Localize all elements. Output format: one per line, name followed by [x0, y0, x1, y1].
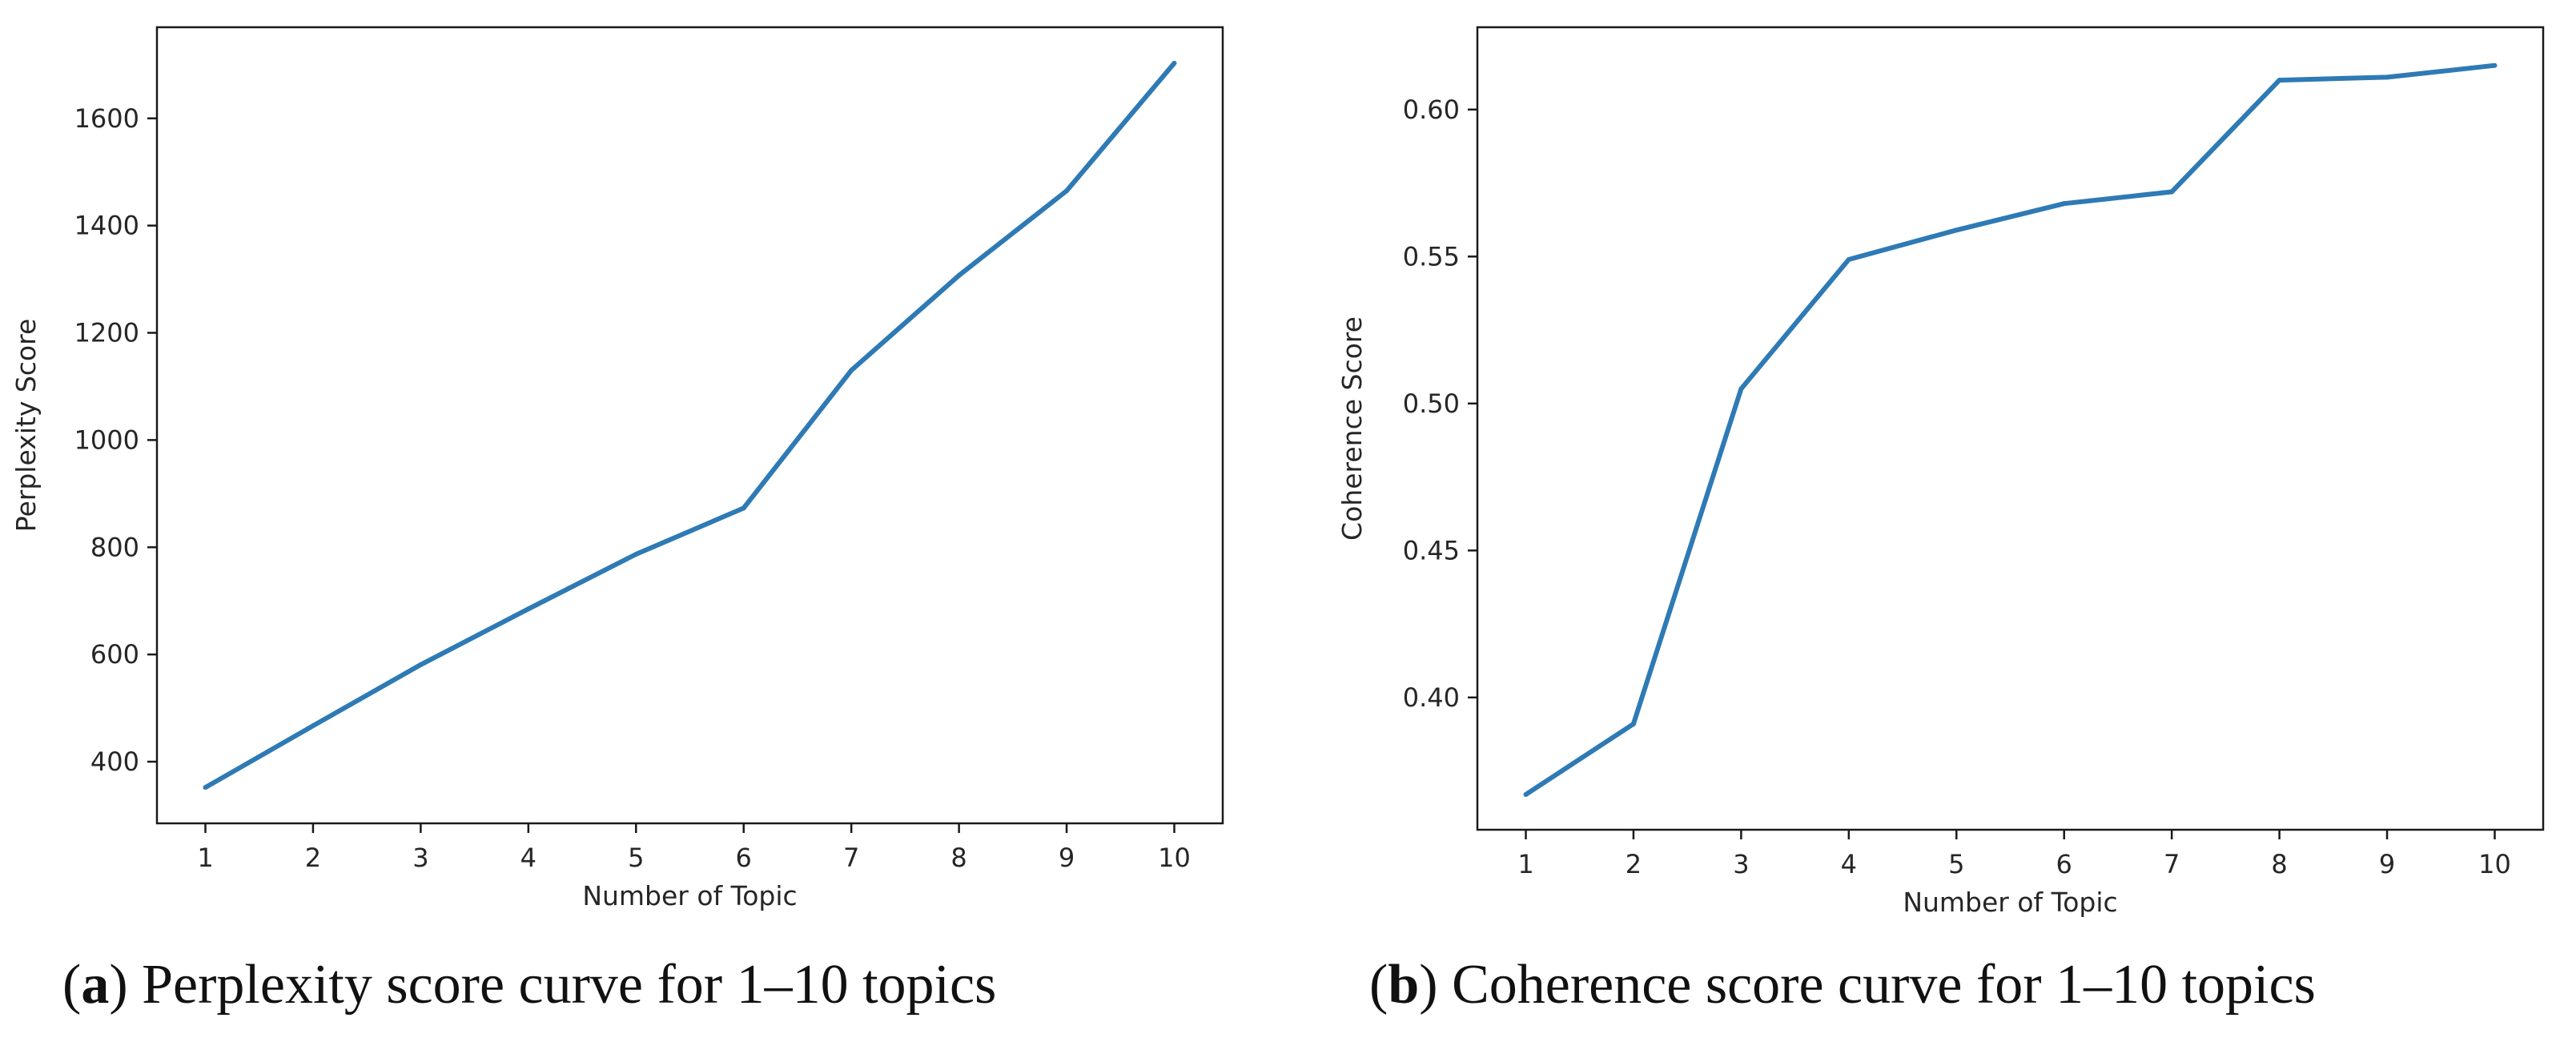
perplexity-data-point — [1171, 60, 1177, 66]
perplexity-data-point — [310, 723, 315, 729]
coherence-ytick-label: 0.55 — [1403, 241, 1460, 272]
coherence-xtick-label: 6 — [2056, 849, 2072, 879]
perplexity-ytick-label: 400 — [90, 746, 139, 777]
coherence-ylabel: Coherence Score — [1336, 316, 1368, 541]
perplexity-ylabel: Perplexity Score — [10, 319, 42, 533]
coherence-chart: 1 2 3 4 5 6 7 8 9 10 0.40 0.45 0.50 0.55 0.60 Number of… — [1336, 26, 2545, 918]
coherence-xtick-label: 1 — [1517, 849, 1533, 879]
coherence-data-point — [2061, 201, 2067, 207]
perplexity-data-point — [633, 551, 639, 557]
perplexity-xtick-label: 1 — [197, 843, 213, 873]
coherence-xtick-label: 5 — [1948, 849, 1964, 879]
coherence-data-point — [1630, 721, 1636, 726]
coherence-xtick-label: 8 — [2271, 849, 2287, 879]
perplexity-data-point — [849, 368, 854, 373]
coherence-xtick-label: 4 — [1841, 849, 1857, 879]
perplexity-data-point — [203, 785, 208, 791]
caption-b-text: Coherence score curve for 1–10 topics — [1452, 954, 2316, 1016]
perplexity-xtick-label: 4 — [520, 843, 536, 873]
caption-b: (b) Coherence score curve for 1–10 topic… — [1369, 954, 2316, 1016]
perplexity-data-point — [525, 606, 531, 612]
perplexity-data-point — [418, 662, 424, 667]
perplexity-xtick-label: 3 — [412, 843, 428, 873]
perplexity-xtick-label: 9 — [1059, 843, 1075, 873]
perplexity-xlabel: Number of Topic — [582, 880, 797, 911]
perplexity-xtick-label: 6 — [736, 843, 752, 873]
coherence-xlabel: Number of Topic — [1903, 887, 2117, 918]
perplexity-series-line — [204, 61, 1176, 790]
perplexity-ytick-label: 600 — [90, 639, 139, 670]
coherence-xtick-label: 10 — [2478, 849, 2511, 879]
coherence-data-point — [2277, 78, 2282, 83]
perplexity-xtick-label: 2 — [305, 843, 321, 873]
perplexity-axes-frame — [155, 26, 1224, 825]
coherence-xtick-label: 3 — [1733, 849, 1749, 879]
caption-b-tag: b — [1388, 954, 1420, 1016]
coherence-ytick-label: 0.60 — [1403, 95, 1460, 125]
perplexity-ytick-label: 800 — [90, 532, 139, 562]
coherence-data-point — [1846, 256, 1851, 262]
perplexity-ytick-label: 1600 — [74, 103, 139, 134]
coherence-data-point — [2385, 74, 2390, 80]
coherence-ytick-label: 0.45 — [1403, 535, 1460, 565]
coherence-data-point — [1738, 386, 1744, 392]
perplexity-data-point — [956, 272, 962, 278]
perplexity-data-point — [741, 505, 746, 511]
coherence-axes-frame — [1476, 26, 2545, 831]
coherence-xtick-label: 7 — [2164, 849, 2180, 879]
coherence-ytick-label: 0.40 — [1403, 682, 1460, 713]
perplexity-ytick-label: 1000 — [74, 424, 139, 455]
coherence-xtick-label: 9 — [2379, 849, 2395, 879]
perplexity-data-point — [1064, 188, 1070, 194]
perplexity-xtick-label: 10 — [1158, 843, 1191, 873]
perplexity-ytick-label: 1400 — [74, 211, 139, 241]
perplexity-xtick-label: 7 — [843, 843, 859, 873]
perplexity-chart: 1 2 3 4 5 6 7 8 9 10 400 600 800 1000 1200 1400 1600 Numb… — [10, 26, 1224, 911]
caption-a: (a) Perplexity score curve for 1–10 topi… — [62, 954, 997, 1016]
coherence-series-line — [1524, 62, 2495, 797]
caption-a-text: Perplexity score curve for 1–10 topics — [142, 954, 997, 1016]
coherence-ytick-label: 0.50 — [1403, 388, 1460, 419]
coherence-data-point — [2492, 62, 2498, 68]
perplexity-xtick-label: 5 — [628, 843, 644, 873]
coherence-xtick-label: 2 — [1626, 849, 1642, 879]
perplexity-xtick-label: 8 — [950, 843, 967, 873]
coherence-data-point — [1954, 227, 1959, 233]
perplexity-ytick-label: 1200 — [74, 318, 139, 348]
coherence-data-point — [2169, 189, 2175, 195]
caption-a-tag: a — [81, 954, 110, 1016]
coherence-data-point — [1523, 791, 1529, 797]
